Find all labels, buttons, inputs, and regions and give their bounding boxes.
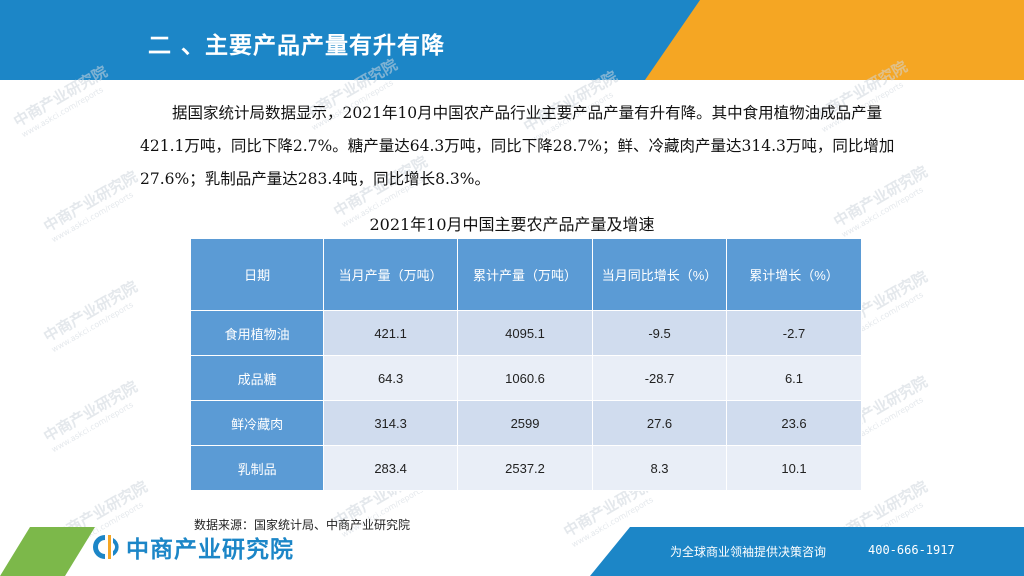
footer-blue-band <box>590 527 1024 576</box>
table-cell: 2537.2 <box>457 445 594 491</box>
table-header-row: 日期 当月产量（万吨） 累计产量（万吨） 当月同比增长（%） 累计增长（%） <box>189 238 862 311</box>
row-label: 乳制品 <box>189 445 325 491</box>
table-cell: 10.1 <box>726 445 862 491</box>
table-row: 鲜冷藏肉 314.3 2599 27.6 23.6 <box>189 400 862 446</box>
footer-green-accent <box>0 527 95 576</box>
column-header: 日期 <box>189 238 325 311</box>
table-cell: 283.4 <box>323 445 459 491</box>
row-label: 鲜冷藏肉 <box>189 400 325 446</box>
footer-phone: 400-666-1917 <box>868 543 955 557</box>
table-cell: 1060.6 <box>457 355 594 401</box>
row-label: 食用植物油 <box>189 310 325 356</box>
company-logo: 中商产业研究院 <box>92 530 294 564</box>
row-label: 成品糖 <box>189 355 325 401</box>
table-cell: 64.3 <box>323 355 459 401</box>
page-title: 二 、主要产品产量有升有降 <box>148 33 446 59</box>
table-row: 食用植物油 421.1 4095.1 -9.5 -2.7 <box>189 310 862 356</box>
table-cell: 6.1 <box>726 355 862 401</box>
table-cell: 27.6 <box>592 400 727 446</box>
table-cell: -28.7 <box>592 355 727 401</box>
summary-paragraph: 据国家统计局数据显示，2021年10月中国农产品行业主要产品产量有升有降。其中食… <box>140 104 895 188</box>
table-cell: 4095.1 <box>457 310 594 356</box>
table-cell: 421.1 <box>323 310 459 356</box>
table-cell: 2599 <box>457 400 594 446</box>
column-header: 累计增长（%） <box>726 238 862 311</box>
column-header: 当月产量（万吨） <box>323 238 459 311</box>
header-blue-band <box>0 0 700 80</box>
column-header: 当月同比增长（%） <box>592 238 727 311</box>
table-row: 乳制品 283.4 2537.2 8.3 10.1 <box>189 445 862 491</box>
data-source-note: 数据来源：国家统计局、中商产业研究院 <box>194 518 411 532</box>
table-row: 成品糖 64.3 1060.6 -28.7 6.1 <box>189 355 862 401</box>
column-header: 累计产量（万吨） <box>457 238 594 311</box>
logo-mark-icon <box>92 532 122 562</box>
logo-text: 中商产业研究院 <box>126 537 294 563</box>
production-table: 日期 当月产量（万吨） 累计产量（万吨） 当月同比增长（%） 累计增长（%） 食… <box>189 238 862 491</box>
table-cell: -2.7 <box>726 310 862 356</box>
table-cell: 23.6 <box>726 400 862 446</box>
table-cell: 314.3 <box>323 400 459 446</box>
footer-slogan: 为全球商业领袖提供决策咨询 <box>670 545 827 559</box>
table-cell: -9.5 <box>592 310 727 356</box>
table-title: 2021年10月中国主要农产品产量及增速 <box>369 215 655 234</box>
table-cell: 8.3 <box>592 445 727 491</box>
